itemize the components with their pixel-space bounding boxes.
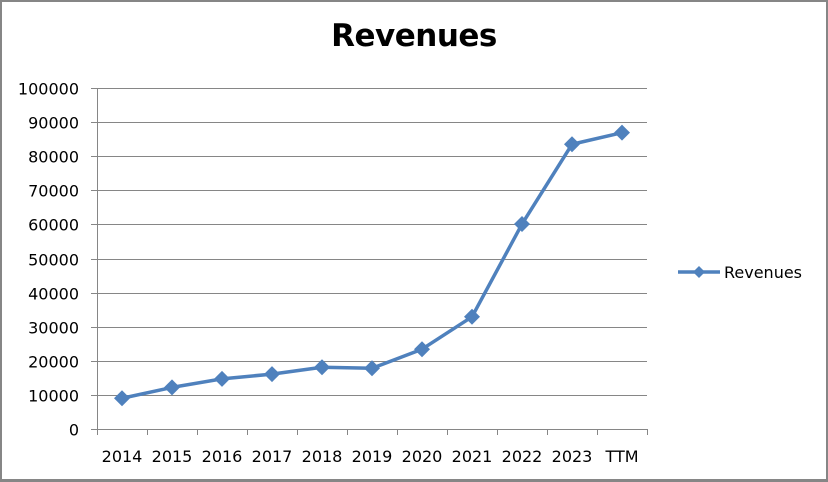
- y-tick-label: 0: [69, 421, 79, 440]
- data-point-diamond-icon: [314, 359, 330, 376]
- legend: Revenues: [676, 262, 802, 282]
- y-tick-label: 50000: [28, 251, 79, 270]
- x-tick-label: 2020: [402, 447, 443, 466]
- data-point-diamond-icon: [264, 366, 280, 383]
- gridlines: [97, 88, 647, 396]
- x-axis-labels: 2014 2015 2016 2017 2018 2019 2020 2021 2022 2023…: [102, 447, 639, 466]
- data-point-diamond-icon: [614, 124, 630, 141]
- x-tick-label: 2023: [552, 447, 593, 466]
- data-point-diamond-icon: [464, 308, 480, 325]
- data-point-diamond-icon: [414, 341, 430, 358]
- y-tick-label: 90000: [28, 114, 79, 133]
- data-point-diamond-icon: [114, 390, 130, 407]
- y-tick-label: 80000: [28, 148, 79, 167]
- data-point-diamond-icon: [364, 360, 380, 377]
- x-tick-label: 2021: [452, 447, 493, 466]
- y-tick-label: 30000: [28, 319, 79, 338]
- y-tick-label: 100000: [18, 80, 79, 99]
- x-tick-label: 2019: [352, 447, 393, 466]
- data-point-diamond-icon: [164, 379, 180, 396]
- x-tick-label: 2017: [252, 447, 293, 466]
- x-tick-label: 2018: [302, 447, 343, 466]
- x-tick-label: 2016: [202, 447, 243, 466]
- chart-title: Revenues: [331, 18, 497, 54]
- y-tick-label: 40000: [28, 285, 79, 304]
- series-revenues: [114, 124, 630, 407]
- y-tick-label: 60000: [28, 216, 79, 235]
- x-tick-label: TTM: [604, 447, 638, 466]
- data-point-diamond-icon: [214, 370, 230, 387]
- x-tick-label: 2022: [502, 447, 543, 466]
- y-axis-labels: 0 10000 20000 30000 40000 50000 60000 70000 8000…: [18, 80, 79, 440]
- axes: [91, 88, 648, 435]
- x-tick-label: 2015: [152, 447, 193, 466]
- y-tick-label: 70000: [28, 182, 79, 201]
- legend-line-diamond-icon: [678, 266, 720, 278]
- data-point-diamond-icon: [564, 136, 580, 153]
- x-tick-label: 2014: [102, 447, 143, 466]
- y-tick-label: 20000: [28, 353, 79, 372]
- y-tick-label: 10000: [28, 387, 79, 406]
- data-point-diamond-icon: [514, 216, 530, 233]
- legend-label-revenues: Revenues: [724, 262, 803, 282]
